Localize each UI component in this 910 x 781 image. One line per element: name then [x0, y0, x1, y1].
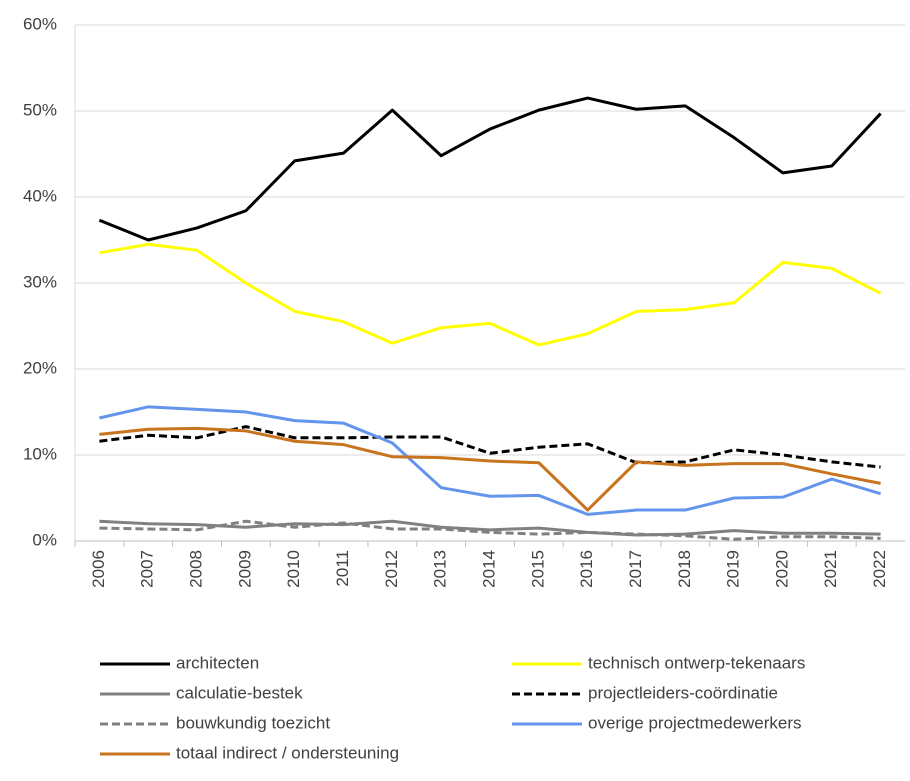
x-tick-label: 2021: [821, 550, 840, 588]
series-line: [99, 519, 881, 537]
series-line: [99, 425, 881, 469]
x-tick-label: 2017: [626, 550, 645, 588]
x-tick-label: 2019: [724, 550, 743, 588]
x-tick-label: 2018: [675, 550, 694, 588]
series-line: [99, 242, 882, 347]
series-line: [99, 426, 881, 512]
x-tick-label: 2006: [89, 550, 108, 588]
y-tick-label: 50%: [23, 100, 57, 119]
series-line: [99, 405, 882, 516]
x-tick-label: 2022: [870, 550, 889, 588]
y-tick-label: 0%: [32, 530, 57, 549]
x-tick-label: 2012: [382, 550, 401, 588]
x-tick-label: 2008: [187, 550, 206, 588]
x-tick-label: 2015: [528, 550, 547, 588]
x-tick-label: 2011: [333, 550, 352, 587]
legend-label: totaal indirect / ondersteuning: [176, 743, 399, 762]
series-line: [98, 96, 882, 242]
y-tick-label: 20%: [23, 358, 57, 377]
y-tick-label: 10%: [23, 444, 57, 463]
y-tick-label: 40%: [23, 186, 57, 205]
legend-label: bouwkundig toezicht: [176, 713, 330, 732]
legend-label: projectleiders-coördinatie: [588, 683, 778, 702]
x-tick-label: 2013: [431, 550, 450, 588]
x-tick-label: 2016: [577, 550, 596, 588]
x-tick-label: 2014: [479, 550, 498, 588]
x-tick-label: 2009: [235, 550, 254, 588]
legend-label: calculatie-bestek: [176, 683, 303, 702]
y-tick-label: 30%: [23, 272, 57, 291]
series-line: [99, 519, 881, 541]
x-tick-label: 2007: [138, 550, 157, 588]
x-tick-label: 2010: [284, 550, 303, 588]
y-tick-label: 60%: [23, 14, 57, 33]
x-tick-label: 2020: [772, 550, 791, 588]
legend-label: overige projectmedewerkers: [588, 713, 802, 732]
legend-label: technisch ontwerp-tekenaars: [588, 653, 805, 672]
legend-label: architecten: [176, 653, 259, 672]
